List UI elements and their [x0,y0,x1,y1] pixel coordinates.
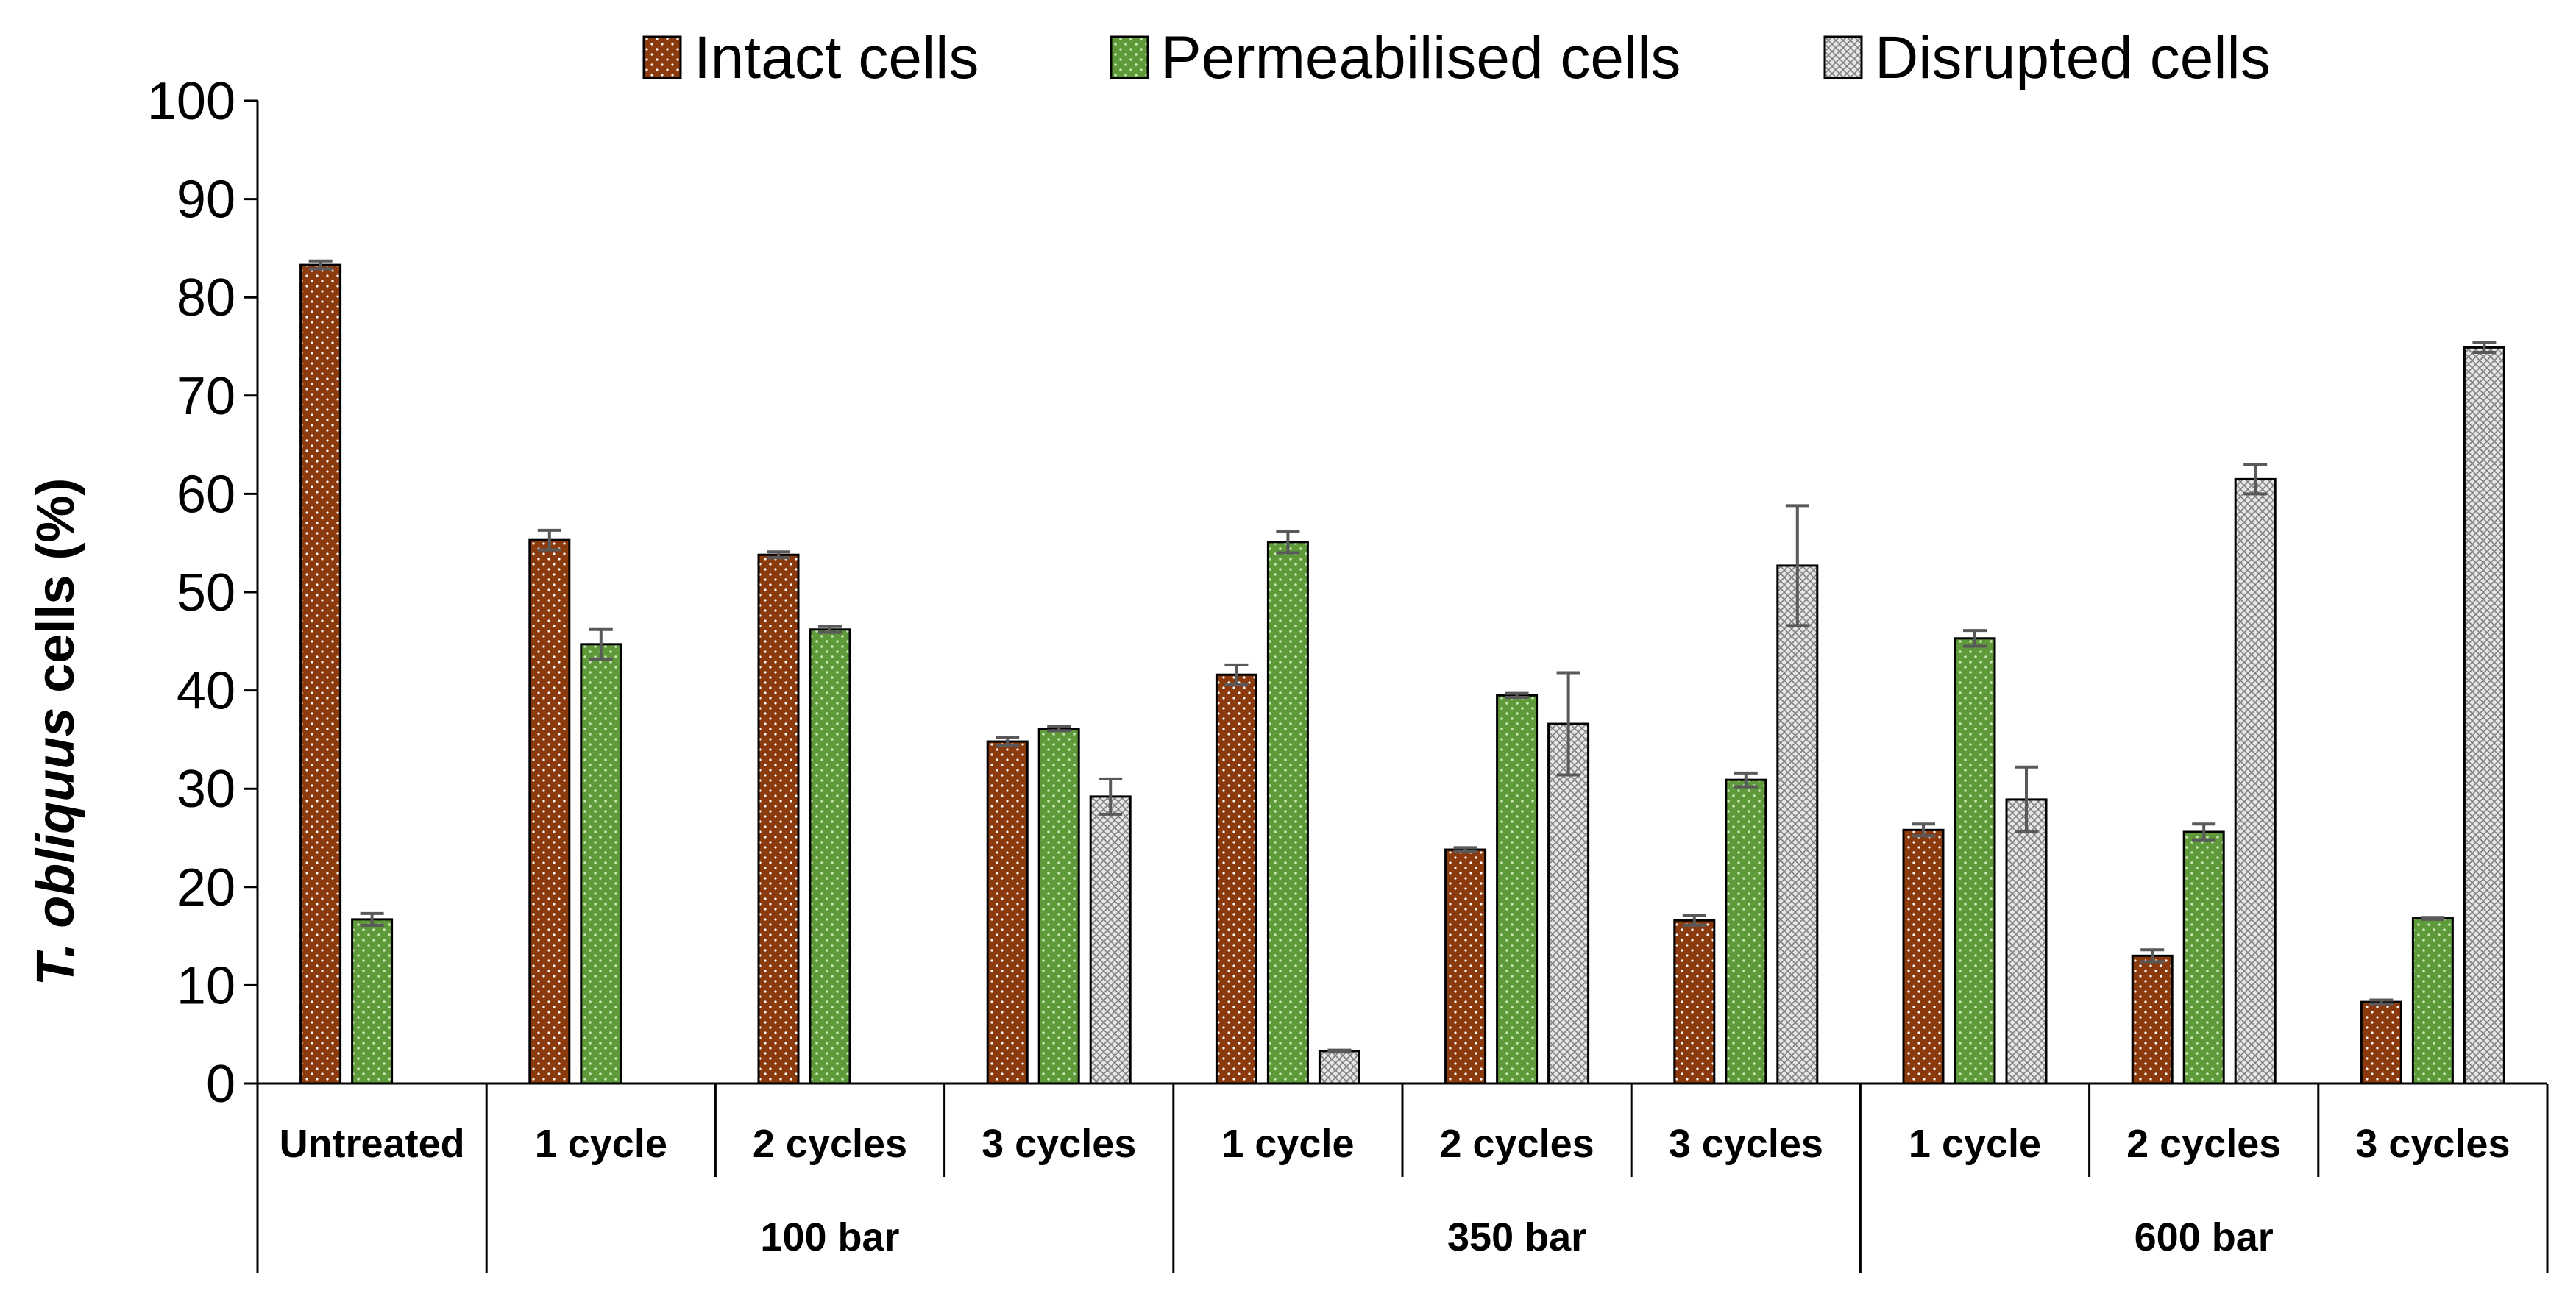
bar-intact-cells-1 [299,263,342,1085]
x-axis: Untreated 1 cycle 2 cycles 3 cycles 1 cycle 2… [256,1082,2549,1273]
error-bar-disrupted-cells-4 [1099,777,1123,816]
x-category-label: 1 cycle [1909,1122,2041,1166]
legend-label: Intact cells [694,24,979,91]
legend-item-permeabilised-cells: Permeabilised cells [1110,24,1681,91]
bar-permeabilised-cells-9 [2182,830,2225,1085]
legend-swatch [642,35,682,79]
y-axis-title: T. obliquus cells (%) [26,478,85,986]
error-bar-disrupted-cells-10 [2472,341,2497,355]
bar-intact-cells-10 [2360,1000,2402,1085]
bar-intact-cells-8 [1902,828,1945,1085]
x-category-label: 2 cycles [1439,1122,1594,1166]
error-bar-intact-cells-7 [1682,914,1706,927]
x-category-label: 3 cycles [2355,1122,2510,1166]
y-tick-label: 100 [147,72,235,131]
error-bar-intact-cells-9 [2140,948,2165,964]
legend-item-intact-cells: Intact cells [642,24,979,91]
bar-intact-cells-2 [528,538,571,1085]
error-bar-intact-cells-5 [1224,663,1249,686]
error-bar-permeabilised-cells-2 [589,627,613,661]
bar-permeabilised-cells-3 [809,628,851,1085]
error-bar-intact-cells-2 [537,528,561,552]
error-bar-disrupted-cells-9 [2243,463,2268,496]
x-group-label: 350 bar [1447,1215,1586,1259]
error-bar-permeabilised-cells-4 [1047,725,1071,733]
bar-permeabilised-cells-6 [1496,694,1539,1085]
bar-permeabilised-cells-4 [1037,728,1080,1085]
bar-disrupted-cells-9 [2234,477,2277,1085]
bar-disrupted-cells-8 [2005,798,2048,1085]
y-tick-label: 40 [177,662,235,721]
error-bar-intact-cells-6 [1453,846,1477,853]
x-group-label: 100 bar [760,1215,899,1259]
bar-intact-cells-7 [1673,919,1716,1085]
plot-area [299,259,2505,1085]
error-bar-permeabilised-cells-9 [2192,822,2216,842]
bar-intact-cells-6 [1444,848,1487,1085]
legend-swatch [1823,35,1863,79]
error-bar-intact-cells-8 [1912,822,1935,838]
legend-label: Permeabilised cells [1161,24,1681,91]
error-bar-permeabilised-cells-8 [1963,629,1987,648]
y-tick-label: 80 [177,268,235,327]
error-bar-intact-cells-10 [2369,998,2394,1006]
y-axis-title-rest: cells (%) [26,478,85,708]
bar-disrupted-cells-6 [1547,722,1590,1085]
bar-permeabilised-cells-10 [2411,917,2454,1085]
bar-disrupted-cells-5 [1318,1050,1360,1085]
error-bar-intact-cells-4 [996,736,1020,747]
bar-intact-cells-9 [2131,954,2174,1085]
bar-disrupted-cells-7 [1776,564,1819,1085]
x-category-label: 3 cycles [982,1122,1136,1166]
x-category-label: Untreated [280,1122,465,1166]
bar-permeabilised-cells-7 [1725,778,1767,1085]
bar-intact-cells-4 [986,740,1029,1085]
y-tick-label: 60 [177,465,235,524]
y-tick-label: 90 [177,171,235,230]
error-bar-intact-cells-1 [308,259,333,271]
bar-permeabilised-cells-2 [580,643,622,1085]
error-bar-permeabilised-cells-6 [1505,691,1529,699]
bar-intact-cells-3 [757,553,800,1085]
error-bar-permeabilised-cells-7 [1734,771,1758,789]
x-category-label: 2 cycles [753,1122,907,1166]
bar-intact-cells-5 [1215,673,1257,1085]
bar-permeabilised-cells-1 [351,918,394,1085]
error-bar-disrupted-cells-7 [1785,504,1809,627]
x-category-label: 1 cycle [1221,1122,1354,1166]
y-tick-label: 30 [177,760,235,819]
error-bar-disrupted-cells-5 [1327,1048,1352,1054]
legend: Intact cells Permeabilised cells Disrupted… [642,24,2271,91]
x-group-label: 600 bar [2135,1215,2274,1259]
error-bar-permeabilised-cells-3 [818,625,842,634]
error-bar-intact-cells-3 [767,550,790,560]
bar-disrupted-cells-4 [1089,795,1132,1085]
y-tick-label: 0 [206,1055,235,1114]
bar-permeabilised-cells-5 [1266,541,1309,1085]
error-bar-permeabilised-cells-5 [1276,530,1300,555]
bar-disrupted-cells-10 [2463,346,2505,1085]
y-tick-label: 50 [177,563,235,622]
x-category-label: 3 cycles [1669,1122,1823,1166]
error-bar-disrupted-cells-6 [1556,671,1580,777]
error-bar-disrupted-cells-8 [2015,765,2038,833]
x-category-label: 2 cycles [2126,1122,2281,1166]
legend-swatch [1110,35,1149,79]
x-category-label: 1 cycle [535,1122,667,1166]
error-bar-permeabilised-cells-10 [2421,916,2445,921]
error-bar-permeabilised-cells-1 [360,911,384,927]
y-tick-label: 10 [177,956,235,1015]
y-axis-title-italic: T. obliquus [26,708,85,986]
bar-permeabilised-cells-8 [1954,637,1996,1085]
y-tick-label: 70 [177,367,235,426]
y-tick-label: 20 [177,858,235,917]
legend-label: Disrupted cells [1875,24,2271,91]
legend-item-disrupted-cells: Disrupted cells [1823,24,2271,91]
y-axis: 0 10 20 30 40 50 60 70 80 90 100 [147,72,259,1114]
